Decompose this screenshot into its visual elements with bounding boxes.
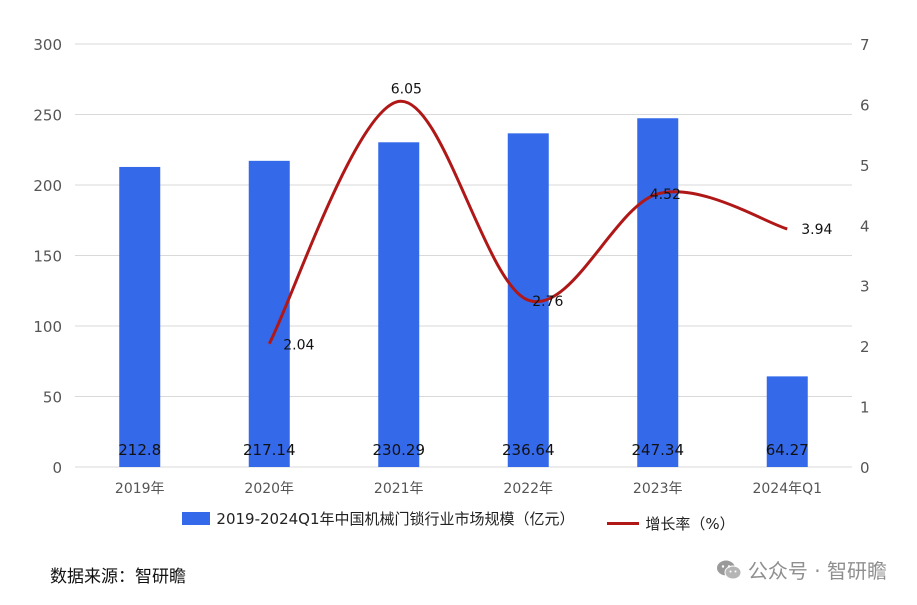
y-left-tick-label: 50	[43, 389, 62, 407]
wechat-icon	[716, 560, 742, 579]
legend: 2019-2024Q1年中国机械门锁行业市场规模（亿元） 增长率（%）	[0, 508, 917, 534]
y-right-tick-label: 2	[860, 338, 870, 356]
x-tick-label: 2022年	[503, 481, 553, 497]
y-right-tick-label: 6	[860, 96, 870, 114]
line-data-label: 6.05	[391, 81, 422, 97]
legend-line-label: 增长率（%）	[645, 515, 735, 533]
y-left-tick-label: 100	[33, 318, 62, 336]
x-tick-label: 2019年	[115, 481, 165, 497]
bar	[766, 376, 808, 467]
y-right-tick-label: 4	[860, 217, 870, 235]
y-right-tick-label: 0	[860, 459, 870, 477]
x-tick-label: 2021年	[374, 481, 424, 497]
line-data-label: 2.76	[532, 294, 563, 310]
x-tick-label: 2023年	[633, 481, 683, 497]
source-note: 数据来源：智研瞻	[50, 567, 186, 587]
y-right-tick-label: 7	[860, 36, 870, 54]
bar-data-label: 236.64	[502, 441, 555, 459]
y-left-tick-label: 150	[33, 248, 62, 266]
x-tick-label: 2020年	[244, 481, 294, 497]
bar-data-label: 64.27	[766, 441, 809, 459]
x-tick-label: 2024年Q1	[752, 481, 822, 497]
bar-data-label: 217.14	[243, 441, 296, 459]
y-left-tick-label: 250	[33, 107, 62, 125]
chart: 0 50 100 150 200 250 300 0 1 2 3 4 5 6 7 212.8 217.14 230…	[33, 36, 870, 497]
watermark: 公众号 · 智研瞻	[716, 555, 887, 584]
y-left-tick-label: 0	[52, 459, 62, 477]
legend-bar-swatch	[182, 512, 211, 525]
y-right-tick-label: 1	[860, 399, 870, 417]
bar	[119, 166, 161, 467]
line-data-label: 2.04	[283, 338, 314, 354]
y-left-tick-label: 200	[33, 177, 62, 195]
y-right-tick-label: 5	[860, 157, 870, 175]
legend-item-line: 增长率（%）	[607, 513, 735, 534]
y-left-tick-label: 300	[33, 36, 62, 54]
bar-data-label: 212.8	[118, 441, 161, 459]
legend-line-swatch	[607, 522, 640, 525]
growth-rate-line	[267, 99, 788, 345]
line-data-label: 4.52	[650, 187, 681, 203]
line-data-label: 3.94	[801, 222, 832, 238]
watermark-text: 公众号 · 智研瞻	[747, 559, 887, 583]
bar-data-label: 230.29	[373, 441, 426, 459]
legend-bar-label: 2019-2024Q1年中国机械门锁行业市场规模（亿元）	[216, 510, 575, 528]
bar	[378, 142, 420, 467]
y-right-tick-label: 3	[860, 278, 870, 296]
bar-data-label: 247.34	[632, 441, 685, 459]
legend-item-bar: 2019-2024Q1年中国机械门锁行业市场规模（亿元）	[182, 508, 575, 529]
bar	[637, 118, 679, 467]
